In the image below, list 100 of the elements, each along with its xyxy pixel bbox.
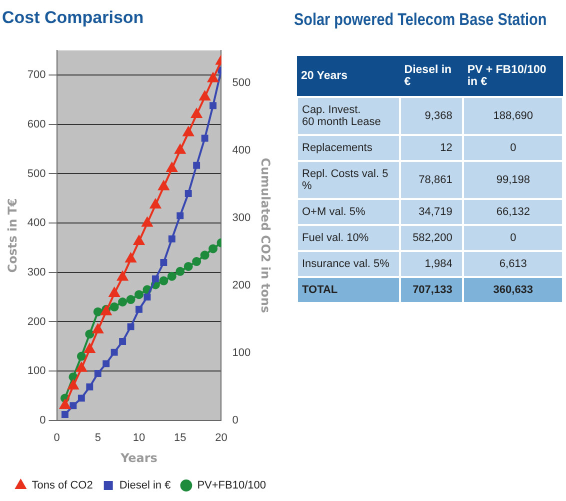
point — [144, 294, 151, 301]
x-tick-label: 10 — [132, 432, 146, 444]
y-tick-label: 400 — [27, 217, 46, 230]
text: Insurance val. 5% — [302, 258, 390, 270]
point — [158, 180, 170, 190]
y-tick-label: 700 — [27, 69, 46, 82]
point — [159, 276, 168, 286]
point — [136, 306, 142, 313]
y-tick-label: 200 — [27, 316, 46, 328]
point — [134, 235, 144, 245]
point — [208, 72, 218, 82]
text: 34,719 — [418, 206, 452, 218]
text: 707,133 — [412, 284, 452, 296]
point — [183, 126, 194, 136]
y2-tick-label: 400 — [232, 144, 251, 156]
x-tick-label: 15 — [174, 432, 186, 444]
y-tick-label: 0 — [40, 414, 46, 426]
point — [152, 275, 159, 282]
text: Repl. Costs val. 5 % — [302, 168, 388, 192]
point — [119, 338, 126, 345]
point — [117, 271, 128, 281]
point — [174, 144, 186, 154]
text: 0 — [510, 232, 516, 244]
chart-title: Cost Comparison — [2, 8, 144, 27]
point — [76, 352, 86, 361]
legend-label: Diesel in € — [119, 480, 171, 492]
text: 0 — [510, 142, 516, 154]
point — [208, 244, 218, 254]
y2-tick-label: 200 — [232, 279, 251, 292]
text: Replacements — [302, 142, 372, 154]
text: 66,132 — [496, 206, 530, 218]
point — [86, 383, 94, 390]
legend-label: Tons of CO2 — [32, 480, 93, 492]
point — [184, 190, 192, 197]
point — [110, 302, 119, 312]
category-label: Diesel in € — [400, 56, 464, 97]
text: 360,633 — [493, 284, 534, 296]
point — [199, 90, 210, 100]
point — [68, 380, 79, 390]
text: Fuel val. 10% — [302, 232, 369, 244]
category-label: PV + FB10/100 in € — [463, 56, 563, 97]
point — [85, 330, 94, 339]
y2-tick-label: 0 — [232, 414, 238, 426]
point — [150, 199, 161, 209]
text: 1,984 — [424, 258, 452, 270]
x-tick-label: 0 — [54, 432, 60, 444]
point — [142, 217, 153, 227]
category-label: 20 Years — [297, 56, 400, 97]
point — [201, 134, 208, 142]
point — [76, 362, 87, 372]
point — [94, 370, 102, 378]
y-axis-title: Costs in T€ — [5, 198, 20, 273]
text: 188,690 — [493, 110, 534, 122]
text: 582,200 — [412, 232, 452, 244]
point — [125, 253, 136, 263]
x-tick-label: 20 — [215, 432, 228, 444]
text: O+M val. 5% — [302, 206, 366, 218]
point — [184, 262, 193, 271]
point — [70, 402, 77, 410]
point — [168, 235, 176, 242]
point — [78, 394, 85, 402]
y2-tick-label: 100 — [232, 346, 251, 359]
point — [110, 348, 118, 356]
text: 99,198 — [496, 174, 530, 186]
point — [176, 212, 184, 220]
y2-tick-label: 500 — [232, 76, 251, 89]
text: 6,613 — [499, 258, 527, 270]
y-tick-label: 500 — [27, 168, 46, 180]
legend-label: PV+FB10/100 — [197, 480, 266, 492]
point — [62, 411, 68, 418]
y2-axis-title: Cumulated CO2 in tons — [258, 158, 273, 314]
point — [93, 307, 102, 316]
x-tick-label: 5 — [94, 432, 101, 444]
point — [176, 266, 185, 276]
point — [60, 400, 70, 410]
point — [193, 162, 200, 169]
text: Cap. Invest. 60 month Lease — [302, 104, 381, 128]
point — [127, 323, 134, 330]
text: 9,368 — [424, 110, 452, 122]
y-tick-label: 300 — [27, 266, 46, 278]
point — [102, 360, 110, 368]
text: 12 — [440, 142, 452, 154]
text: Solar powered Telecom Base Station — [294, 10, 547, 30]
x-axis-title: Years — [120, 450, 158, 465]
point — [160, 259, 168, 266]
point — [118, 298, 128, 306]
point — [167, 272, 176, 281]
point — [108, 287, 120, 297]
y-tick-label: 100 — [27, 365, 46, 378]
y-tick-label: 600 — [27, 118, 46, 130]
text: TOTAL — [302, 284, 338, 296]
y2-tick-label: 300 — [232, 212, 251, 224]
point — [84, 344, 95, 354]
point — [210, 102, 216, 110]
point — [92, 324, 104, 334]
point — [126, 295, 136, 304]
point — [191, 108, 202, 118]
point — [200, 250, 210, 260]
text: 78,861 — [418, 174, 452, 186]
point — [134, 290, 144, 300]
